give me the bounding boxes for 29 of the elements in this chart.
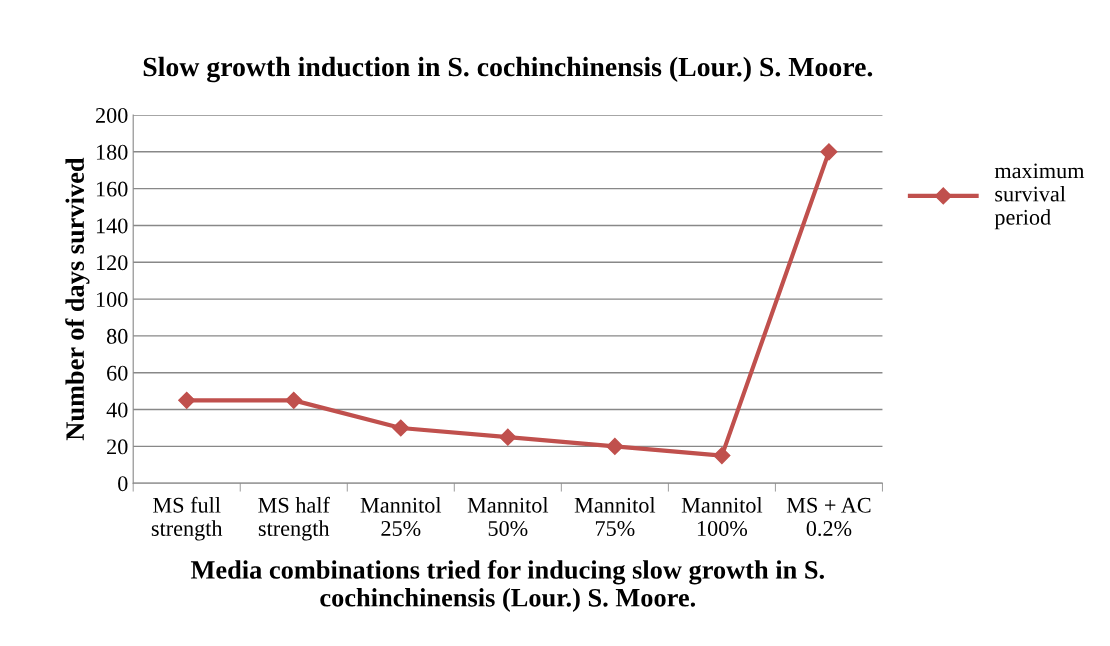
x-tick-label: MS half strength — [258, 496, 330, 541]
legend-label: maximum survival period — [994, 163, 1085, 230]
x-axis-title: Media combinations tried for inducing slow growth in S. cochinchinensis (Lour.) S. Moore. — [190, 559, 824, 612]
y-tick-label: 120 — [96, 255, 128, 271]
chart-title: Slow growth induction in S. cochinchinensis (Lour.) S. Moore. — [143, 56, 873, 83]
x-tick-label: Mannitol 75% — [574, 497, 656, 537]
y-tick-label: 80 — [106, 328, 128, 344]
point — [499, 428, 517, 446]
y-tick-label: 180 — [96, 144, 128, 160]
y-tick-label: 200 — [95, 107, 128, 123]
y-tick-label: 40 — [106, 402, 128, 418]
x-tick-label: Mannitol 25% — [360, 497, 442, 537]
y-axis-title: Number of days survived — [65, 157, 90, 441]
y-tick-label: 100 — [96, 292, 128, 308]
point — [713, 447, 731, 465]
y-tick-label: 160 — [96, 181, 128, 197]
y-tick-label: 0 — [118, 476, 128, 492]
y-tick-label: 20 — [107, 439, 128, 455]
point — [606, 437, 624, 455]
x-tick-label: MS full strength — [151, 496, 223, 541]
point — [392, 419, 410, 437]
x-tick-label: Mannitol 50% — [467, 497, 549, 537]
y-tick-label: 140 — [96, 218, 128, 234]
point — [178, 391, 196, 409]
x-tick-label: MS + AC 0.2% — [786, 497, 871, 537]
point — [285, 391, 303, 409]
y-tick-label: 60 — [107, 365, 128, 381]
x-tick-label: Mannitol 100% — [681, 497, 763, 537]
point — [820, 143, 838, 161]
